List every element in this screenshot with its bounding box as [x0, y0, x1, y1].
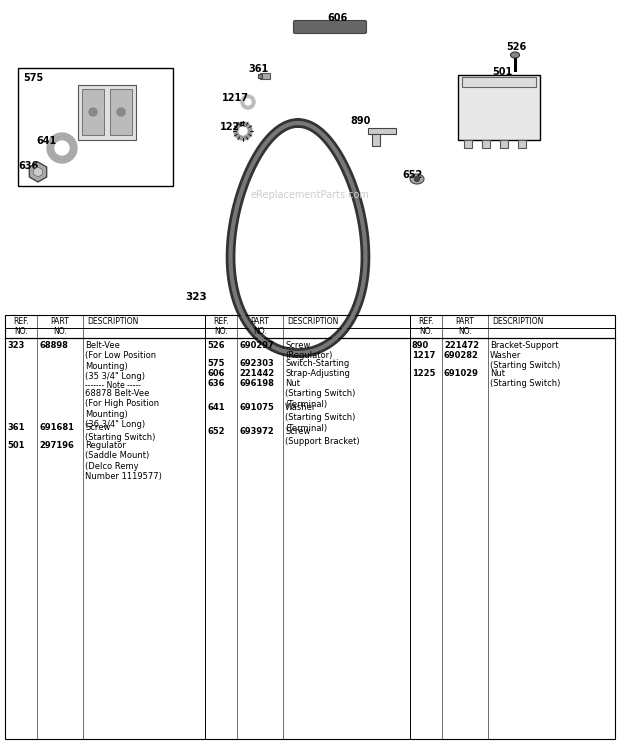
Text: Regulator
(Saddle Mount)
(Delco Remy
Number 1119577): Regulator (Saddle Mount) (Delco Remy Num… [85, 441, 162, 481]
Text: 68898: 68898 [39, 341, 68, 350]
Text: 690282: 690282 [444, 351, 479, 360]
FancyBboxPatch shape [293, 21, 366, 33]
Text: 221442: 221442 [239, 369, 274, 378]
Polygon shape [33, 167, 42, 177]
Text: PART
NO.: PART NO. [51, 317, 69, 336]
Text: 690297: 690297 [239, 341, 274, 350]
Polygon shape [29, 162, 46, 182]
Bar [110, 89, 132, 135]
Text: Screw
(Regulator): Screw (Regulator) [285, 341, 332, 360]
Bar [260, 73, 270, 79]
Text: 1225: 1225 [220, 122, 247, 132]
Circle shape [239, 127, 247, 135]
Text: 221472: 221472 [444, 341, 479, 350]
Text: 652: 652 [207, 427, 224, 436]
Text: 890: 890 [350, 116, 370, 126]
Ellipse shape [510, 52, 520, 58]
Text: Switch-Starting: Switch-Starting [285, 359, 349, 368]
Text: Nut
(Starting Switch)
(Terminal): Nut (Starting Switch) (Terminal) [285, 379, 355, 408]
Bar [258, 74, 262, 78]
Bar [78, 85, 136, 140]
Text: REF.
NO.: REF. NO. [213, 317, 229, 336]
Text: 575: 575 [207, 359, 224, 368]
Text: Belt-Vee
(For Low Position
Mounting)
(35 3/4" Long): Belt-Vee (For Low Position Mounting) (35… [85, 341, 156, 381]
Text: 636: 636 [207, 379, 224, 388]
Text: 1225: 1225 [412, 369, 435, 378]
Text: 501: 501 [7, 441, 25, 450]
Text: Nut
(Starting Switch): Nut (Starting Switch) [490, 369, 560, 388]
Text: 641: 641 [207, 403, 224, 412]
Bar [5, 315, 615, 739]
Text: DESCRIPTION: DESCRIPTION [287, 317, 339, 326]
Text: Screw
(Support Bracket): Screw (Support Bracket) [285, 427, 360, 446]
Text: REF.
NO.: REF. NO. [13, 317, 29, 336]
Text: eReplacementParts.com: eReplacementParts.com [250, 190, 370, 200]
Text: 606: 606 [207, 369, 224, 378]
Circle shape [117, 108, 125, 116]
Bar [82, 89, 104, 135]
Text: 890: 890 [412, 341, 429, 350]
Circle shape [234, 122, 252, 140]
Bar [482, 140, 490, 148]
Text: 323: 323 [7, 341, 24, 350]
Text: 636: 636 [18, 161, 38, 171]
Bar [18, 68, 173, 186]
Text: DESCRIPTION: DESCRIPTION [492, 317, 543, 326]
Text: PART
NO.: PART NO. [456, 317, 474, 336]
Circle shape [47, 133, 77, 163]
Text: Bracket-Support: Bracket-Support [490, 341, 559, 350]
Text: 696198: 696198 [239, 379, 274, 388]
Text: DESCRIPTION: DESCRIPTION [87, 317, 138, 326]
Text: 361: 361 [248, 64, 268, 74]
Text: 691029: 691029 [444, 369, 479, 378]
Ellipse shape [410, 174, 424, 184]
Text: 526: 526 [506, 42, 526, 52]
Text: PART
NO.: PART NO. [250, 317, 270, 336]
Text: 68878 Belt-Vee
(For High Position
Mounting)
(36 3/4" Long): 68878 Belt-Vee (For High Position Mounti… [85, 389, 159, 429]
Text: 1217: 1217 [222, 93, 249, 103]
Text: 641: 641 [36, 136, 56, 146]
Text: REF.
NO.: REF. NO. [418, 317, 434, 336]
Text: 691681: 691681 [39, 423, 74, 432]
Circle shape [89, 108, 97, 116]
Circle shape [55, 141, 69, 155]
Text: Strap-Adjusting: Strap-Adjusting [285, 369, 350, 378]
Text: Washer
(Starting Switch): Washer (Starting Switch) [490, 351, 560, 371]
Text: 692303: 692303 [239, 359, 274, 368]
Text: 652: 652 [402, 170, 422, 180]
Text: Washer
(Starting Switch)
(Terminal): Washer (Starting Switch) (Terminal) [285, 403, 355, 433]
Text: 323: 323 [185, 292, 206, 302]
Text: 691075: 691075 [239, 403, 274, 412]
Text: ------- Note -----: ------- Note ----- [85, 381, 141, 390]
Text: 361: 361 [7, 423, 25, 432]
Bar [500, 140, 508, 148]
Text: 606: 606 [328, 13, 348, 23]
Text: 526: 526 [207, 341, 224, 350]
Bar [368, 128, 396, 134]
Text: 297196: 297196 [39, 441, 74, 450]
Bar [462, 77, 536, 87]
Bar [458, 75, 540, 140]
Text: 693972: 693972 [239, 427, 274, 436]
Bar [372, 134, 380, 146]
Circle shape [245, 99, 251, 105]
Circle shape [415, 176, 420, 182]
Text: Screw
(Starting Switch): Screw (Starting Switch) [85, 423, 156, 443]
Text: 575: 575 [23, 73, 43, 83]
Circle shape [241, 95, 255, 109]
Text: 1217: 1217 [412, 351, 435, 360]
Bar [464, 140, 472, 148]
Text: 501: 501 [492, 67, 512, 77]
Bar [518, 140, 526, 148]
